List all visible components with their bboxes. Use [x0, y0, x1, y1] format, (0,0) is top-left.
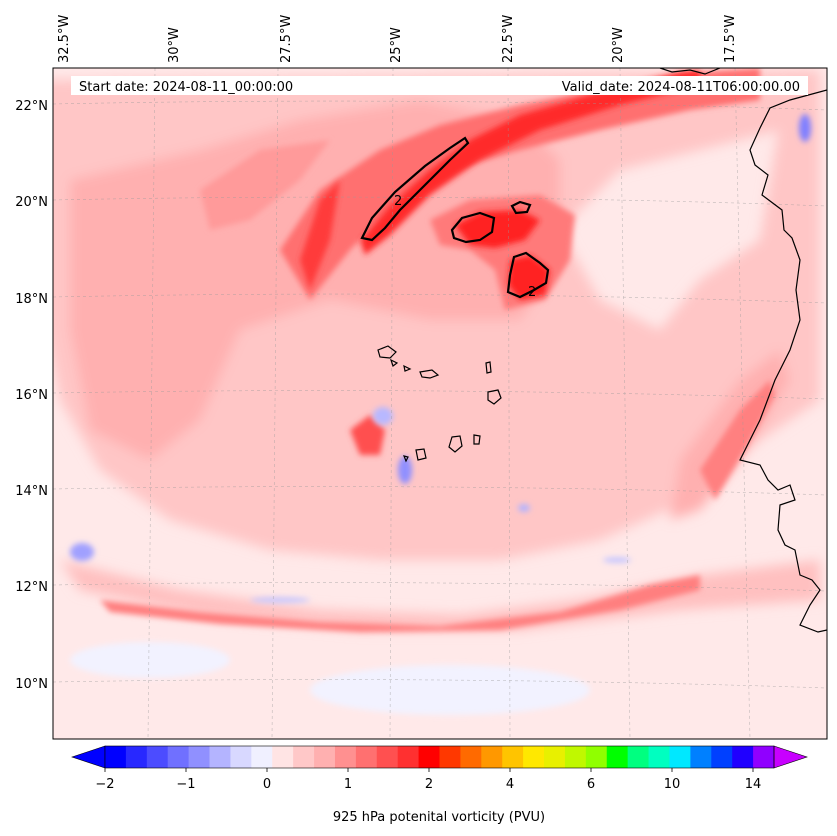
lon-label: 22.5°W — [501, 15, 516, 63]
colorbar-min-extend — [71, 745, 106, 769]
colorbar-cell — [418, 746, 440, 768]
colorbar-cell — [585, 746, 608, 768]
lon-label: 32.5°W — [57, 15, 72, 63]
pv-contour-2 — [360, 136, 550, 299]
map-panel: 2 2 — [53, 68, 827, 739]
lat-label: 20°N — [15, 195, 48, 210]
cb-tick-label: 4 — [506, 777, 514, 792]
colorbar-cell — [167, 746, 190, 768]
colorbar-cell — [564, 746, 587, 768]
lat-label: 18°N — [15, 292, 48, 307]
colorbar-cell — [544, 746, 566, 768]
colorbar-ticks — [104, 768, 754, 772]
cb-tick-label: 1 — [344, 777, 352, 792]
colorbar-cell — [460, 746, 482, 768]
colorbar-cell — [669, 746, 691, 768]
colorbar-cell — [272, 746, 294, 768]
cb-tick-label: 0 — [263, 777, 271, 792]
colorbar-label: 925 hPa potenital vorticity (PVU) — [333, 810, 545, 825]
colorbar-cell — [209, 746, 231, 768]
valid-date-text: Valid_date: 2024-08-11T06:00:00.00 — [562, 80, 800, 95]
cb-tick-label: 6 — [587, 777, 595, 792]
colorbar-max-extend — [773, 745, 808, 769]
info-bar: Start date: 2024-08-11_00:00:00 Valid_da… — [71, 76, 808, 95]
colorbar-cell — [502, 746, 524, 768]
colorbar-cell — [355, 746, 378, 768]
colorbar-cell — [753, 746, 775, 768]
colorbar-cell — [732, 746, 754, 768]
colorbar-cell — [439, 746, 461, 768]
cb-tick-label: 2 — [425, 777, 433, 792]
colorbar-frame — [104, 745, 775, 769]
info-bar-background — [71, 76, 808, 95]
colorbar-cell — [606, 746, 629, 768]
cb-tick-label: −1 — [176, 777, 195, 792]
colorbar-cell — [105, 746, 127, 768]
lat-label: 14°N — [15, 484, 48, 499]
colorbar-cell — [251, 746, 273, 768]
colorbar-cell — [230, 746, 252, 768]
colorbar-tick-labels: −2 −1 0 1 2 4 6 10 14 — [95, 777, 761, 792]
longitude-labels: 32.5°W 30°W 27.5°W 25°W 22.5°W 20°W 17.5… — [57, 15, 738, 63]
contour-label-b: 2 — [528, 285, 536, 300]
lon-label: 17.5°W — [723, 15, 738, 63]
start-date-text: Start date: 2024-08-11_00:00:00 — [79, 80, 293, 95]
cb-tick-label: 10 — [664, 777, 681, 792]
lon-label: 30°W — [167, 27, 182, 63]
lat-label: 16°N — [15, 388, 48, 403]
lat-label: 10°N — [15, 677, 48, 692]
colorbar-cell — [125, 746, 148, 768]
colorbar-cell — [314, 746, 336, 768]
colorbar-cell — [648, 746, 670, 768]
colorbar-cell — [397, 746, 419, 768]
colorbar-cells — [105, 746, 775, 768]
colorbar: −2 −1 0 1 2 4 6 10 14 925 hPa potenital … — [71, 745, 808, 825]
colorbar-cell — [376, 746, 399, 768]
pv-field-negative — [70, 114, 811, 715]
graticule — [53, 68, 827, 739]
colorbar-cell — [188, 746, 210, 768]
colorbar-cell — [146, 746, 169, 768]
lon-label: 25°W — [389, 27, 404, 63]
cb-tick-label: −2 — [95, 777, 114, 792]
lat-label: 22°N — [15, 99, 48, 114]
colorbar-cell — [711, 746, 733, 768]
lon-label: 20°W — [611, 27, 626, 63]
colorbar-cell — [523, 746, 545, 768]
map-frame — [52, 67, 828, 740]
latitude-labels: 22°N 20°N 18°N 16°N 14°N 12°N 10°N — [15, 99, 48, 692]
colorbar-cell — [293, 746, 315, 768]
lon-label: 27.5°W — [279, 15, 294, 63]
lat-label: 12°N — [15, 580, 48, 595]
colorbar-cell — [334, 746, 357, 768]
coastline — [659, 68, 827, 633]
colorbar-cell — [627, 746, 649, 768]
colorbar-cell — [481, 746, 503, 768]
cb-tick-label: 14 — [745, 777, 762, 792]
contour-label-a: 2 — [394, 194, 402, 209]
islands — [377, 345, 502, 463]
colorbar-cell — [690, 746, 712, 768]
